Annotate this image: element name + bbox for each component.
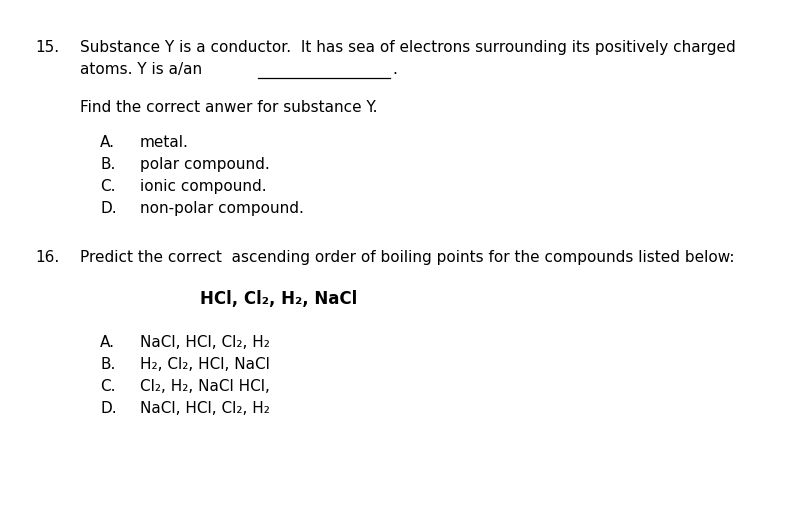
Text: B.: B.	[100, 357, 115, 372]
Text: H₂, Cl₂, HCl, NaCl: H₂, Cl₂, HCl, NaCl	[140, 357, 270, 372]
Text: polar compound.: polar compound.	[140, 157, 269, 172]
Text: Substance Y is a conductor.  It has sea of electrons surrounding its positively : Substance Y is a conductor. It has sea o…	[80, 40, 735, 55]
Text: .: .	[392, 62, 397, 77]
Text: non-polar compound.: non-polar compound.	[140, 201, 304, 216]
Text: A.: A.	[100, 135, 115, 150]
Text: Predict the correct  ascending order of boiling points for the compounds listed : Predict the correct ascending order of b…	[80, 250, 735, 265]
Text: NaCl, HCl, Cl₂, H₂: NaCl, HCl, Cl₂, H₂	[140, 335, 270, 350]
Text: Find the correct anwer for substance Y.: Find the correct anwer for substance Y.	[80, 100, 378, 115]
Text: C.: C.	[100, 179, 115, 194]
Text: A.: A.	[100, 335, 115, 350]
Text: B.: B.	[100, 157, 115, 172]
Text: D.: D.	[100, 401, 117, 416]
Text: C.: C.	[100, 379, 115, 394]
Text: ionic compound.: ionic compound.	[140, 179, 267, 194]
Text: HCl, Cl₂, H₂, NaCl: HCl, Cl₂, H₂, NaCl	[200, 290, 357, 308]
Text: NaCl, HCl, Cl₂, H₂: NaCl, HCl, Cl₂, H₂	[140, 401, 270, 416]
Text: D.: D.	[100, 201, 117, 216]
Text: Cl₂, H₂, NaCl HCl,: Cl₂, H₂, NaCl HCl,	[140, 379, 270, 394]
Text: 16.: 16.	[35, 250, 59, 265]
Text: 15.: 15.	[35, 40, 59, 55]
Text: atoms. Y is a/an: atoms. Y is a/an	[80, 62, 202, 77]
Text: metal.: metal.	[140, 135, 189, 150]
